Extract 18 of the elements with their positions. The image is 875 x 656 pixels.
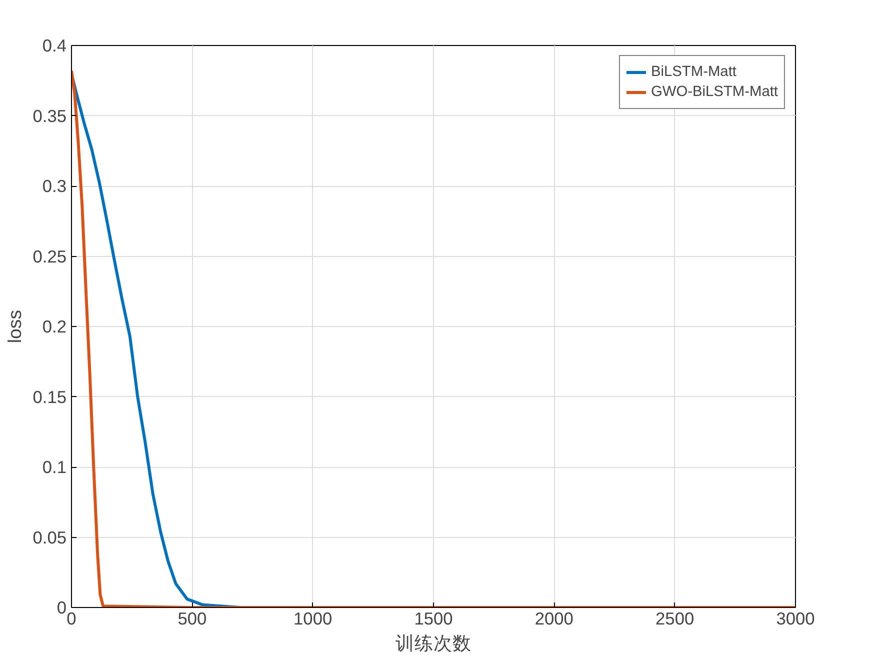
legend-label: GWO-BiLSTM-Matt <box>650 84 778 100</box>
x-tick-label: 3000 <box>776 608 815 628</box>
y-tick-label: 0.35 <box>32 106 67 126</box>
y-tick-label: 0.1 <box>42 457 67 477</box>
x-tick-label: 2000 <box>534 608 574 628</box>
y-axis-title: loss <box>4 310 25 344</box>
y-tick-label: 0.15 <box>32 386 67 407</box>
y-tick-label: 0.4 <box>42 36 67 56</box>
y-tick-label: 0.2 <box>42 316 67 336</box>
x-axis-title: 训练次数 <box>396 632 472 654</box>
x-tick-label: 2500 <box>656 608 694 628</box>
y-tick-label: 0.3 <box>42 176 67 196</box>
y-tick-label: 0.05 <box>32 527 67 548</box>
y-tick-label: 0.25 <box>32 246 67 266</box>
x-tick-label: 1500 <box>414 608 453 628</box>
x-tick-label: 1000 <box>294 608 332 628</box>
x-tick-label: 500 <box>178 608 207 628</box>
legend-label: BiLSTM-Matt <box>650 64 736 80</box>
